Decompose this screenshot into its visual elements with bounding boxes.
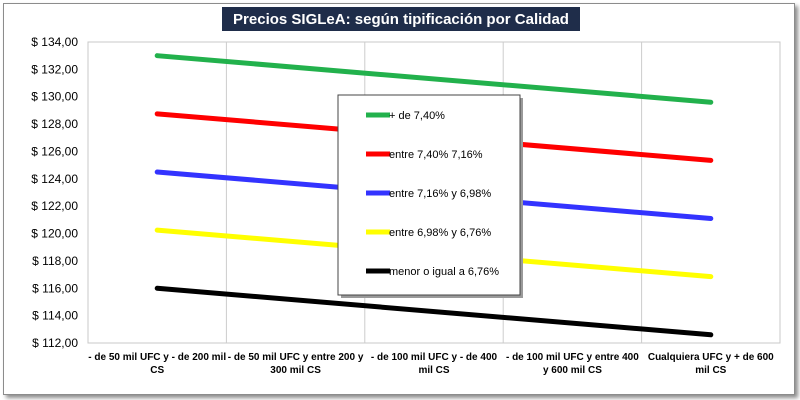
y-tick-label: $ 112,00 <box>32 336 78 350</box>
x-tick-label: y 600 mil CS <box>543 365 602 376</box>
y-tick-label: $ 126,00 <box>31 144 78 158</box>
series-line <box>154 285 714 338</box>
x-tick-label: - de 100 mil UFC y - de 400 <box>371 352 498 363</box>
legend-label: entre 6,98% y 6,76% <box>389 227 491 239</box>
y-tick-label: $ 114,00 <box>32 309 78 323</box>
x-tick-label: - de 50 mil UFC y - de 200 mil <box>88 352 226 363</box>
y-tick-label: $ 118,00 <box>32 254 78 268</box>
legend-label: entre 7,16% y 6,98% <box>389 188 491 200</box>
x-tick-label: mil CS <box>695 365 726 376</box>
series-line <box>154 53 714 105</box>
legend-label: menor o igual a 6,76% <box>389 266 499 278</box>
legend-label: + de 7,40% <box>389 110 445 122</box>
y-axis-ticks: $ 112,00 $ 114,00 $ 116,00 $ 118,00 $ 120,00… <box>31 35 78 350</box>
y-tick-label: $ 124,00 <box>31 172 78 186</box>
x-tick-label: - de 50 mil UFC y entre 200 y <box>228 352 364 363</box>
x-tick-label: 300 mil CS <box>270 365 321 376</box>
y-tick-label: $ 130,00 <box>31 90 78 104</box>
y-tick-label: $ 132,00 <box>31 62 78 76</box>
legend-label: entre 7,40% 7,16% <box>389 149 483 161</box>
legend: + de 7,40% entre 7,40% 7,16% entre 7,16% y… <box>337 94 523 298</box>
x-tick-label: Cualquiera UFC y + de 600 <box>648 352 774 363</box>
y-tick-label: $ 120,00 <box>31 227 78 241</box>
y-tick-label: $ 116,00 <box>32 281 78 295</box>
x-tick-label: CS <box>150 365 164 376</box>
x-tick-label: mil CS <box>418 365 449 376</box>
y-tick-label: $ 134,00 <box>31 35 78 49</box>
chart-title: Precios SIGLeA: según tipificación por C… <box>222 7 580 31</box>
y-tick-label: $ 128,00 <box>31 117 78 131</box>
x-tick-label: - de 100 mil UFC y entre 400 <box>506 352 639 363</box>
x-axis-ticks: - de 50 mil UFC y - de 200 mil CS - de 50 … <box>88 352 774 376</box>
y-tick-label: $ 122,00 <box>31 199 78 213</box>
